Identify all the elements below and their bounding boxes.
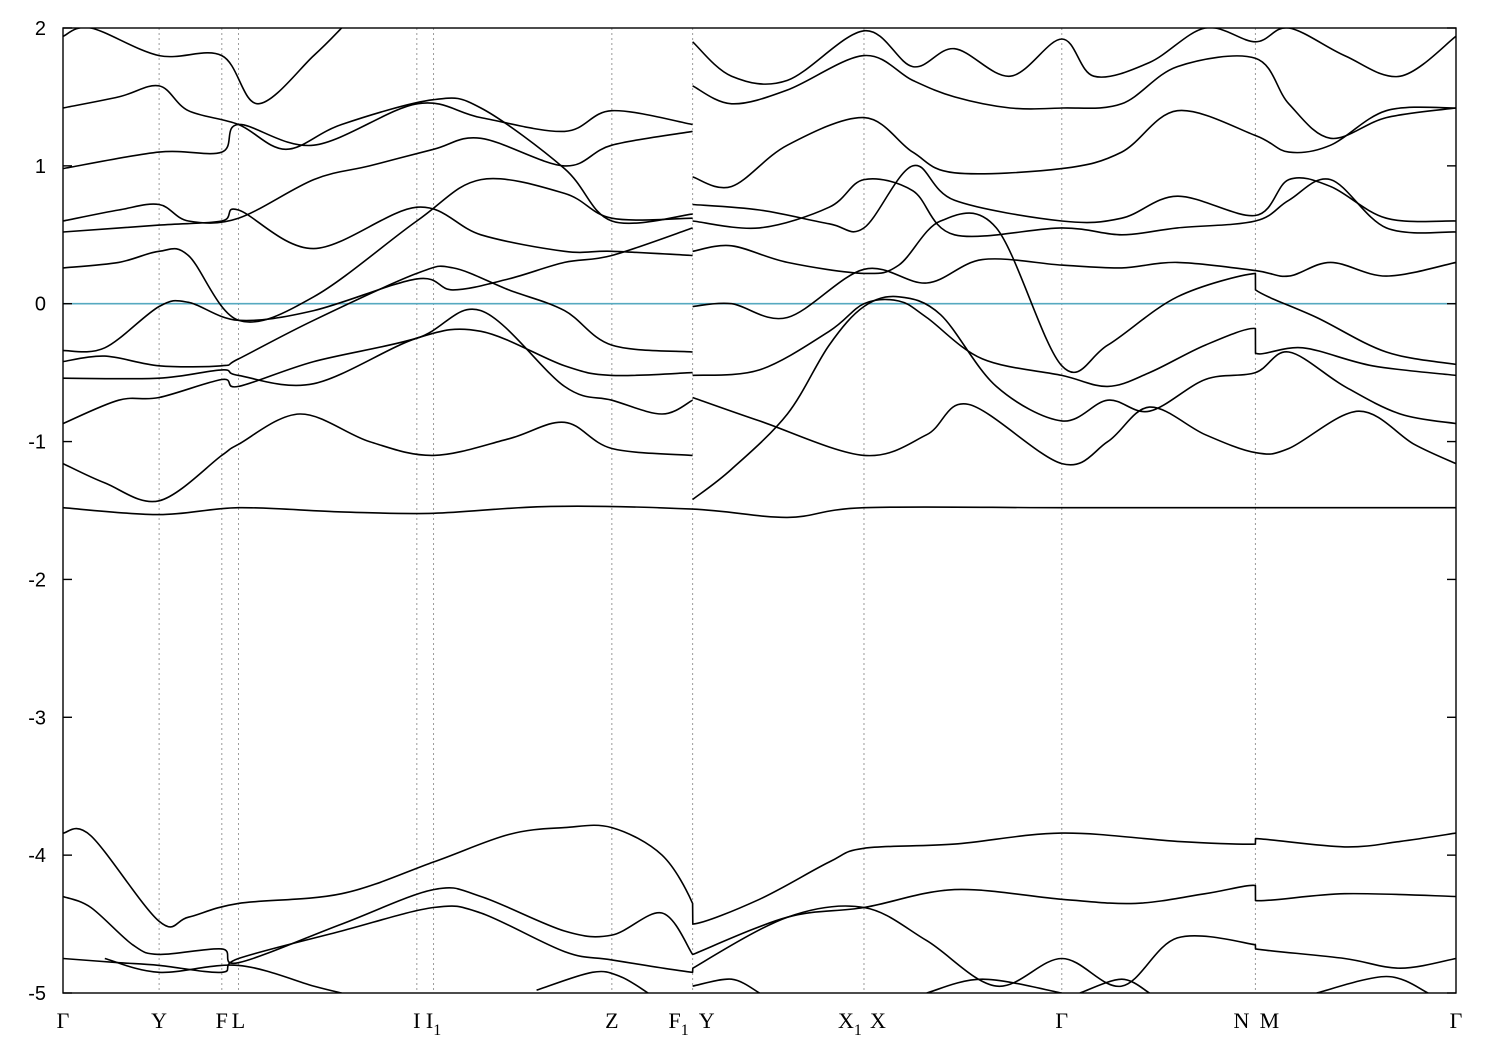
band-line-12 bbox=[692, 295, 1456, 501]
band-line-30 bbox=[1316, 975, 1429, 993]
band-line-9 bbox=[63, 102, 693, 170]
band-line-27 bbox=[692, 978, 760, 993]
band-line-19 bbox=[692, 106, 1456, 189]
band-line-0 bbox=[63, 328, 693, 387]
band-line-11 bbox=[63, 28, 343, 105]
kpoint-label: Γ bbox=[1450, 1008, 1463, 1033]
band-line-16 bbox=[692, 212, 1456, 374]
band-line-17 bbox=[692, 178, 1456, 238]
band-line-23 bbox=[63, 884, 1456, 965]
band-line-20 bbox=[692, 54, 1456, 140]
plot-frame bbox=[62, 27, 1457, 994]
kpoint-label: Y bbox=[699, 1008, 715, 1033]
y-tick-label: -1 bbox=[28, 432, 46, 454]
y-tick-label: 1 bbox=[35, 156, 46, 178]
band-line-21 bbox=[692, 28, 1456, 85]
band-line-25 bbox=[104, 957, 342, 993]
band-line-8 bbox=[63, 130, 693, 224]
band-line-3 bbox=[63, 308, 693, 425]
y-tick-label: -2 bbox=[28, 569, 46, 591]
band-line-6 bbox=[63, 177, 693, 323]
kpoint-label: F bbox=[216, 1008, 228, 1033]
band-line-18 bbox=[692, 164, 1456, 233]
kpoint-separator-lines bbox=[158, 28, 1256, 993]
band-line-1 bbox=[63, 265, 693, 368]
kpoint-label: N bbox=[1233, 1008, 1249, 1033]
y-tick-label: 2 bbox=[35, 18, 46, 40]
band-line-28 bbox=[926, 978, 1062, 993]
bands-group bbox=[63, 28, 1456, 993]
band-line-29 bbox=[1079, 978, 1150, 993]
kpoint-label: F1 bbox=[669, 1008, 689, 1039]
kpoint-label: Γ bbox=[57, 1008, 70, 1033]
band-line-26 bbox=[536, 970, 649, 993]
kpoint-label: I bbox=[413, 1008, 420, 1033]
band-line-22 bbox=[63, 824, 1456, 928]
band-line-5 bbox=[63, 505, 1456, 519]
x-axis-kpoint-labels: Γ Y F L I I1 Z F1 Y X1 X Γ N M Γ bbox=[57, 1008, 1463, 1039]
band-line-13 bbox=[692, 396, 1456, 466]
band-line-10 bbox=[63, 84, 693, 225]
y-tick-label: -3 bbox=[28, 707, 46, 729]
y-tick-label: -5 bbox=[28, 983, 46, 1005]
kpoint-label: X1 bbox=[838, 1008, 862, 1039]
band-line-2 bbox=[63, 227, 693, 353]
kpoint-label: M bbox=[1260, 1008, 1280, 1033]
kpoint-label: X bbox=[870, 1008, 886, 1033]
y-tick-label: 0 bbox=[35, 294, 46, 316]
y-tick-label: -4 bbox=[28, 845, 46, 867]
band-line-4 bbox=[63, 413, 693, 503]
kpoint-label: L bbox=[232, 1008, 245, 1033]
band-line-24 bbox=[63, 905, 1456, 987]
band-line-14 bbox=[692, 298, 1456, 388]
kpoint-label: Z bbox=[605, 1008, 618, 1033]
kpoint-label: Y bbox=[151, 1008, 167, 1033]
kpoint-label: I1 bbox=[426, 1008, 441, 1039]
kpoint-label: Γ bbox=[1055, 1008, 1068, 1033]
y-axis-ticks: -5 -4 -3 -2 -1 0 1 2 bbox=[28, 18, 1456, 1005]
band-line-15 bbox=[692, 258, 1456, 320]
band-line-7 bbox=[63, 206, 693, 257]
